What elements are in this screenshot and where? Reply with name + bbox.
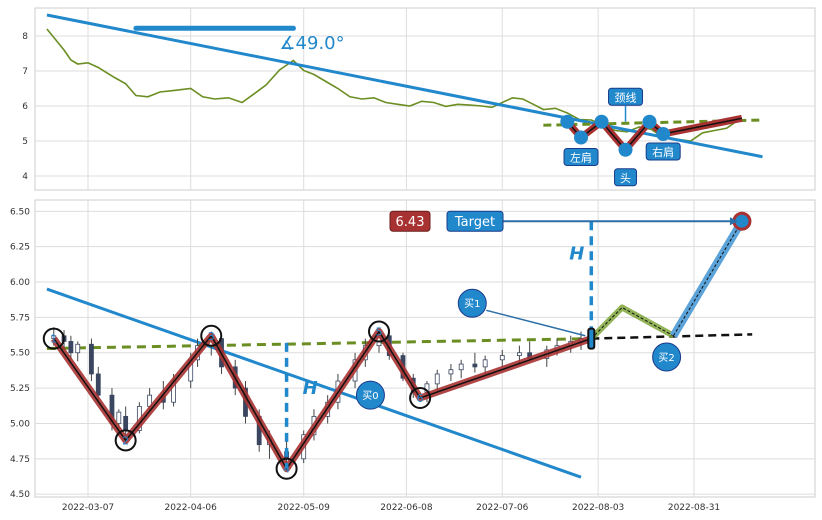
pattern-point [560,114,575,129]
candle-body [434,373,440,385]
height-label-left: H [303,378,318,399]
pattern-point [618,142,633,157]
target-value-label: 6.43 [396,215,425,230]
bottom-y-tick-label: 5.50 [10,349,30,359]
candle-body [482,359,488,368]
projection-guide [590,306,674,339]
pattern-point-circle [368,320,391,343]
annotation-label: 左肩 [570,151,592,165]
pattern-point-circle [114,429,137,452]
candle-body [123,415,129,431]
trend-line [46,287,582,479]
price-line [46,28,739,142]
candle-body [68,341,74,354]
bottom-y-tick-label: 6.25 [10,243,30,253]
x-tick-label: 2022-08-31 [668,503,720,513]
candle-body [89,343,94,375]
angle-label: ∡49.0° [279,33,344,54]
top-y-tick-label: 7 [22,67,28,77]
neckline [46,337,592,350]
top-y-tick-label: 8 [22,32,28,42]
candle-body [75,343,81,354]
target-projection-guide [673,220,743,337]
annotation-label: 右肩 [652,145,674,159]
annotation-box [645,142,681,161]
candle-body [95,373,101,396]
pattern-point-circle [275,457,298,480]
buy-marker [355,380,385,410]
bottom-y-tick-label: 5.75 [10,313,30,323]
candle-body [116,411,122,424]
candle-body [516,352,522,356]
bottom-y-tick-label: 6.00 [10,278,30,288]
pattern-point-label: 6 [417,392,424,405]
bottom-y-tick-label: 4.75 [10,455,30,465]
pattern-point-label: 3 [208,330,215,343]
pattern-point [656,127,671,141]
buy1-pointer [486,309,586,337]
target-label: Target [454,215,495,230]
x-tick-label: 2022-05-09 [278,503,331,513]
x-axis-ticks: 2022-03-07 2022-04-06 2022-05-09 2022-06-08… [62,503,720,513]
bottom-y-tick-label: 5.25 [10,384,30,394]
bottom-y-tick-label: 6.50 [10,207,30,217]
bottom-panel-background [34,199,816,498]
buy-marker [457,288,487,318]
annotation-label: 头 [620,172,631,185]
bottom-y-tick-label: 5.00 [10,419,30,429]
x-tick-label: 2022-08-03 [572,503,624,513]
pattern-point-label: 5 [376,326,383,339]
breakout-marker [587,327,596,350]
top-y-tick-label: 5 [22,137,28,147]
top-panel-y-ticks: 4 5 6 7 8 [22,32,28,182]
x-tick-label: 2022-07-06 [476,503,529,513]
top-y-tick-label: 6 [22,102,28,112]
annotation-box [563,148,599,166]
candle-body [51,335,57,339]
candle-body [458,363,464,371]
height-label-right: H [569,244,584,265]
top-panel-content: ∡49.0° 左肩头 右肩 颈线 [46,13,763,187]
x-tick-label: 2022-03-07 [62,503,114,513]
bottom-panel-content: 1 2 3 4 5 6 H H 6.43 Target 买0 买1 买2 [42,210,753,480]
top-y-tick-label: 4 [22,172,28,182]
buy-label: 买1 [464,298,480,310]
pattern-point [594,114,609,129]
candle-body [448,369,454,375]
x-tick-label: 2022-06-08 [380,503,433,513]
x-tick-label: 2022-04-06 [165,503,218,513]
pattern-point-circle [409,387,432,409]
target-label-box [446,210,504,232]
pattern-point-label: 4 [283,463,290,476]
target-arrow-head [729,217,738,226]
pattern-point [642,114,657,129]
pattern-point-label: 1 [50,333,57,346]
candle-body [499,355,505,361]
target-value-box [389,210,431,232]
annotation-label: 颈线 [615,90,637,104]
candle-body [472,363,478,368]
bottom-panel-y-ticks: 4.50 4.75 5.00 5.25 5.50 5.75 6.00 6.25 6.50 [10,207,30,500]
buy-label: 买2 [658,352,674,364]
bottom-y-tick-label: 4.50 [10,490,30,500]
pattern-point-circle [42,327,65,350]
buy-label: 买0 [362,390,378,402]
pattern-point-circle [200,324,223,347]
pattern-point [574,130,589,145]
pattern-point-label: 2 [122,434,129,447]
buy-marker [652,342,682,372]
annotation-box [614,168,638,187]
